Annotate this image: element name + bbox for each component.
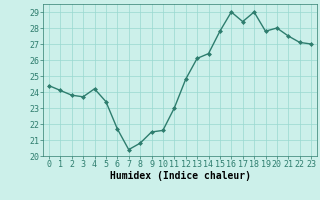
X-axis label: Humidex (Indice chaleur): Humidex (Indice chaleur): [109, 171, 251, 181]
